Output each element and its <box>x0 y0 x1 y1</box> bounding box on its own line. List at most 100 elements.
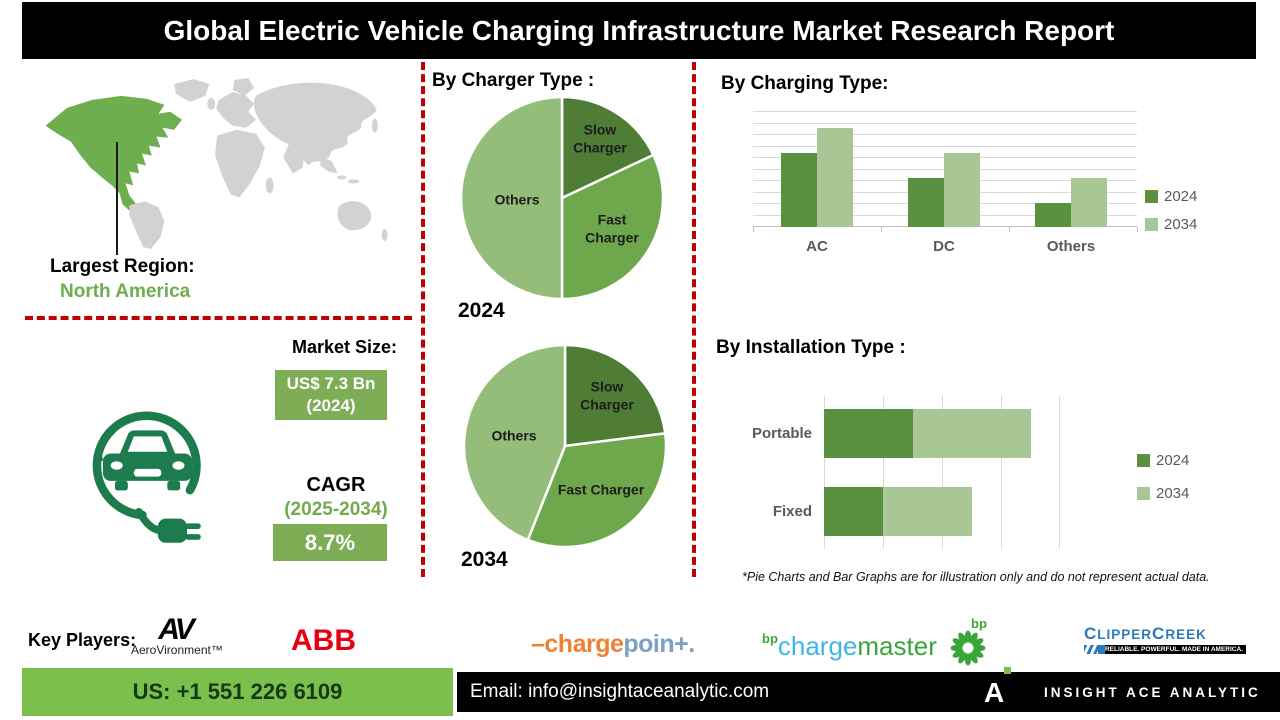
pie-year-label: 2034 <box>461 548 508 571</box>
category-label: Fixed <box>772 502 812 520</box>
category-label: Others <box>1046 238 1096 255</box>
madagascar-shape <box>265 177 274 194</box>
market-size-value: US$ 7.3 Bn <box>286 373 376 393</box>
gridline <box>883 396 884 549</box>
legend-swatch <box>1145 190 1158 203</box>
pie-slice-label: Others <box>494 191 540 208</box>
bar-dc-2034 <box>944 153 980 227</box>
key-players-label: Key Players: <box>28 630 137 650</box>
vertical-divider <box>421 62 425 577</box>
bar-fixed-2024 <box>824 487 883 536</box>
charging-type-categories: AC DC Others <box>753 238 1137 258</box>
logo-green-dot <box>1004 667 1011 674</box>
plug-icon <box>157 518 201 543</box>
gridline <box>753 145 1137 147</box>
logo-abb: ABB <box>291 624 356 657</box>
horizontal-divider <box>25 316 412 320</box>
disclaimer-note: *Pie Charts and Bar Graphs are for illus… <box>742 570 1210 584</box>
pie-slice-label: Slow Charger <box>573 121 627 156</box>
south-america-shape <box>129 201 165 250</box>
bar-ac-2024 <box>781 153 817 227</box>
title-bar: Global Electric Vehicle Charging Infrast… <box>22 2 1256 59</box>
category-label: AC <box>806 238 828 255</box>
logo-clippercreek: CLIPPERCREEK RELIABLE. POWERFUL. MADE IN… <box>1084 624 1250 654</box>
vertical-divider <box>692 62 696 577</box>
axis-tick <box>1137 227 1138 232</box>
pie-chart-2024 <box>459 95 665 301</box>
legend-swatch <box>1137 454 1150 467</box>
pie-year-label: 2024 <box>458 299 505 322</box>
category-label: DC <box>933 238 955 255</box>
gridline <box>753 111 1137 112</box>
pie-slice-slow-charger <box>560 95 655 200</box>
africa-shape <box>215 129 265 198</box>
page-title: Global Electric Vehicle Charging Infrast… <box>163 14 1115 46</box>
scandinavia-shape <box>232 77 255 96</box>
phone-banner: US: +1 551 226 6109 <box>22 668 453 716</box>
pie-chart-2034 <box>462 343 668 549</box>
gridline <box>1059 396 1060 549</box>
greenland-shape <box>174 78 210 102</box>
legend-swatch <box>1145 218 1158 231</box>
pie-slice-label: Fast Charger <box>585 211 639 246</box>
installation-type-chart <box>824 396 1060 549</box>
logo-bp-chargemaster: bpchargemaster <box>762 631 937 662</box>
bar-dc-2024 <box>908 177 944 227</box>
largest-region-value: North America <box>60 281 191 302</box>
pie-slice-fast-charger <box>560 153 665 301</box>
gridline <box>1001 396 1002 549</box>
legend-item-2034: 2034 <box>1137 485 1189 502</box>
gridline <box>753 122 1137 124</box>
legend-item-2024: 2024 <box>1137 452 1189 469</box>
chargemaster-charge: charge <box>777 631 858 661</box>
category-label: Portable <box>751 424 812 442</box>
pie-slice-label: Others <box>491 427 537 444</box>
legend-label: 2034 <box>1164 216 1198 233</box>
clippercreek-tagline: RELIABLE. POWERFUL. MADE IN AMERICA. <box>1104 646 1243 653</box>
europe-shape <box>216 91 256 128</box>
japan-shape <box>371 118 378 133</box>
pie-slice-label: Fast Charger <box>557 481 645 498</box>
legend-label: 2024 <box>1164 188 1198 205</box>
legend-swatch <box>1137 487 1150 500</box>
axis-tick <box>881 227 882 232</box>
uk-shape <box>207 97 216 110</box>
gridline <box>942 396 943 549</box>
asia-shape <box>253 82 377 166</box>
installation-type-legend: 2024 2034 <box>1137 452 1189 502</box>
southeast-asia-shape <box>320 155 338 174</box>
charging-type-title: By Charging Type: <box>721 73 889 94</box>
charging-type-legend: 2024 2034 <box>1145 188 1197 233</box>
pie-slice-others <box>459 95 564 301</box>
island-shape <box>336 175 347 180</box>
bar-portable-2034 <box>912 409 1031 458</box>
chargepoint-blue-part: poin+. <box>623 630 695 658</box>
ev-charging-icon <box>92 411 201 543</box>
market-size-year: (2024) <box>306 396 356 415</box>
legend-label: 2034 <box>1156 485 1190 502</box>
aerovironment-mark: AV <box>158 613 194 646</box>
pie-slice-label: Slow Charger <box>580 378 634 413</box>
cagr-label: CAGR <box>306 474 366 496</box>
bar-ac-2034 <box>817 128 853 227</box>
gridline <box>824 396 825 549</box>
charging-type-chart <box>753 111 1138 232</box>
installation-type-labels: Portable Fixed <box>700 396 812 549</box>
stripes-decoration <box>1084 645 1099 654</box>
clippercreek-tagline-bar: RELIABLE. POWERFUL. MADE IN AMERICA. <box>1084 645 1246 654</box>
largest-region-label: Largest Region: <box>50 256 195 277</box>
market-size-value-box: US$ 7.3 Bn (2024) <box>275 370 387 420</box>
cagr-period: (2025-2034) <box>284 499 388 520</box>
footer-bar <box>457 672 1280 712</box>
pie-slice-slow-charger <box>563 343 667 448</box>
bp-logo-text: bp <box>971 616 987 631</box>
bar-portable-2024 <box>824 409 913 458</box>
aerovironment-name: AeroVironment™ <box>131 643 223 657</box>
map-pointer-line <box>116 142 118 255</box>
legend-label: 2024 <box>1156 452 1190 469</box>
insightace-logo-mark: A <box>984 677 1005 708</box>
chargemaster-master: master <box>857 631 937 661</box>
charging-cable-circle <box>92 411 201 520</box>
logo-aerovironment: AV AeroVironment™ <box>131 613 223 658</box>
north-america-shape <box>45 95 182 213</box>
